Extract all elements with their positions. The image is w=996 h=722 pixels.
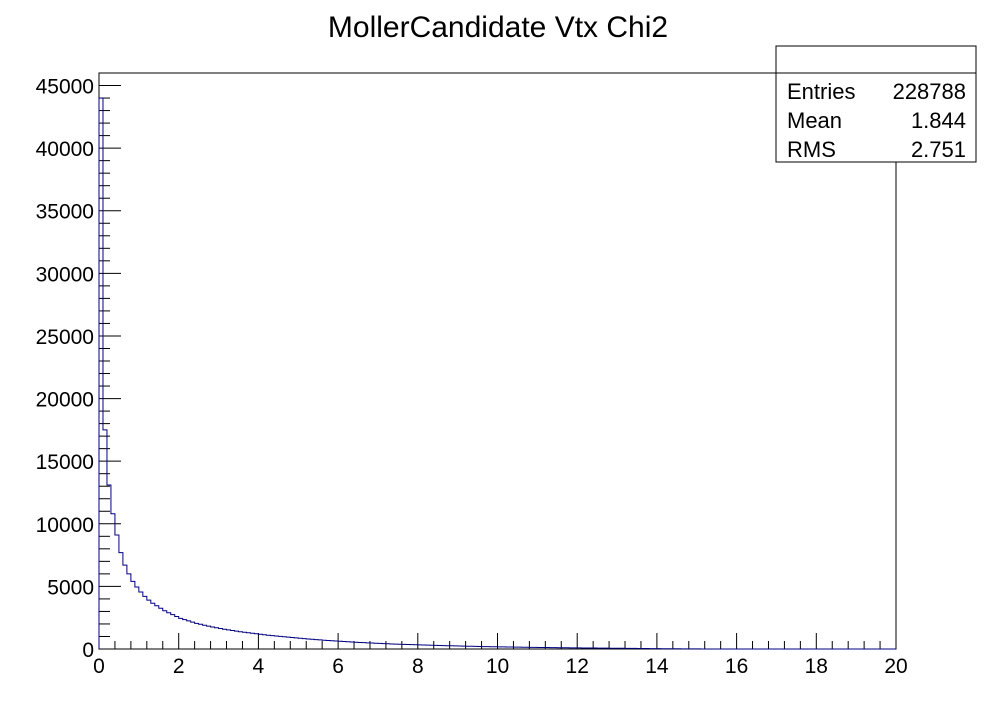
histogram-series-line: [98, 97, 896, 650]
x-tick-label: 12: [566, 655, 589, 678]
x-tick-label: 2: [173, 655, 185, 678]
y-tick-label: 35000: [36, 201, 94, 224]
stats-mean-value: 1.844: [911, 108, 966, 133]
x-tick-label: 6: [332, 655, 344, 678]
y-tick-label: 0: [82, 639, 94, 662]
x-tick-label: 0: [93, 655, 105, 678]
stats-rms-label: RMS: [787, 137, 836, 162]
y-tick-label: 40000: [36, 138, 94, 161]
x-axis: 0 2 4 6 8 10 12 14 16 18 20: [93, 633, 908, 678]
y-axis: 0 5000 10000 15000 20000 25000 30000 35000 40000…: [36, 72, 121, 662]
x-tick-label: 14: [645, 655, 669, 678]
y-tick-label: 25000: [36, 326, 94, 349]
y-tick-label: 20000: [36, 389, 94, 412]
stats-entries-value: 228788: [893, 79, 966, 104]
stats-box-frame: [775, 45, 977, 163]
x-tick-label: 4: [253, 655, 265, 678]
chart-title: MollerCandidate Vtx Chi2: [328, 11, 668, 44]
x-tick-label: 10: [486, 655, 509, 678]
x-tick-label: 20: [884, 655, 907, 678]
stats-rms-value: 2.751: [911, 137, 966, 162]
y-tick-label: 15000: [36, 451, 94, 474]
stats-mean-label: Mean: [787, 108, 842, 133]
stats-entries-label: Entries: [787, 79, 855, 104]
y-tick-label: 30000: [36, 263, 94, 286]
y-tick-label: 10000: [36, 514, 94, 537]
y-tick-label: 45000: [36, 76, 94, 99]
x-tick-label: 16: [725, 655, 748, 678]
stats-box: Entries 228788 Mean 1.844 RMS 2.751: [775, 45, 977, 163]
x-tick-label: 18: [805, 655, 828, 678]
y-tick-label: 5000: [47, 576, 94, 599]
x-tick-label: 8: [412, 655, 424, 678]
